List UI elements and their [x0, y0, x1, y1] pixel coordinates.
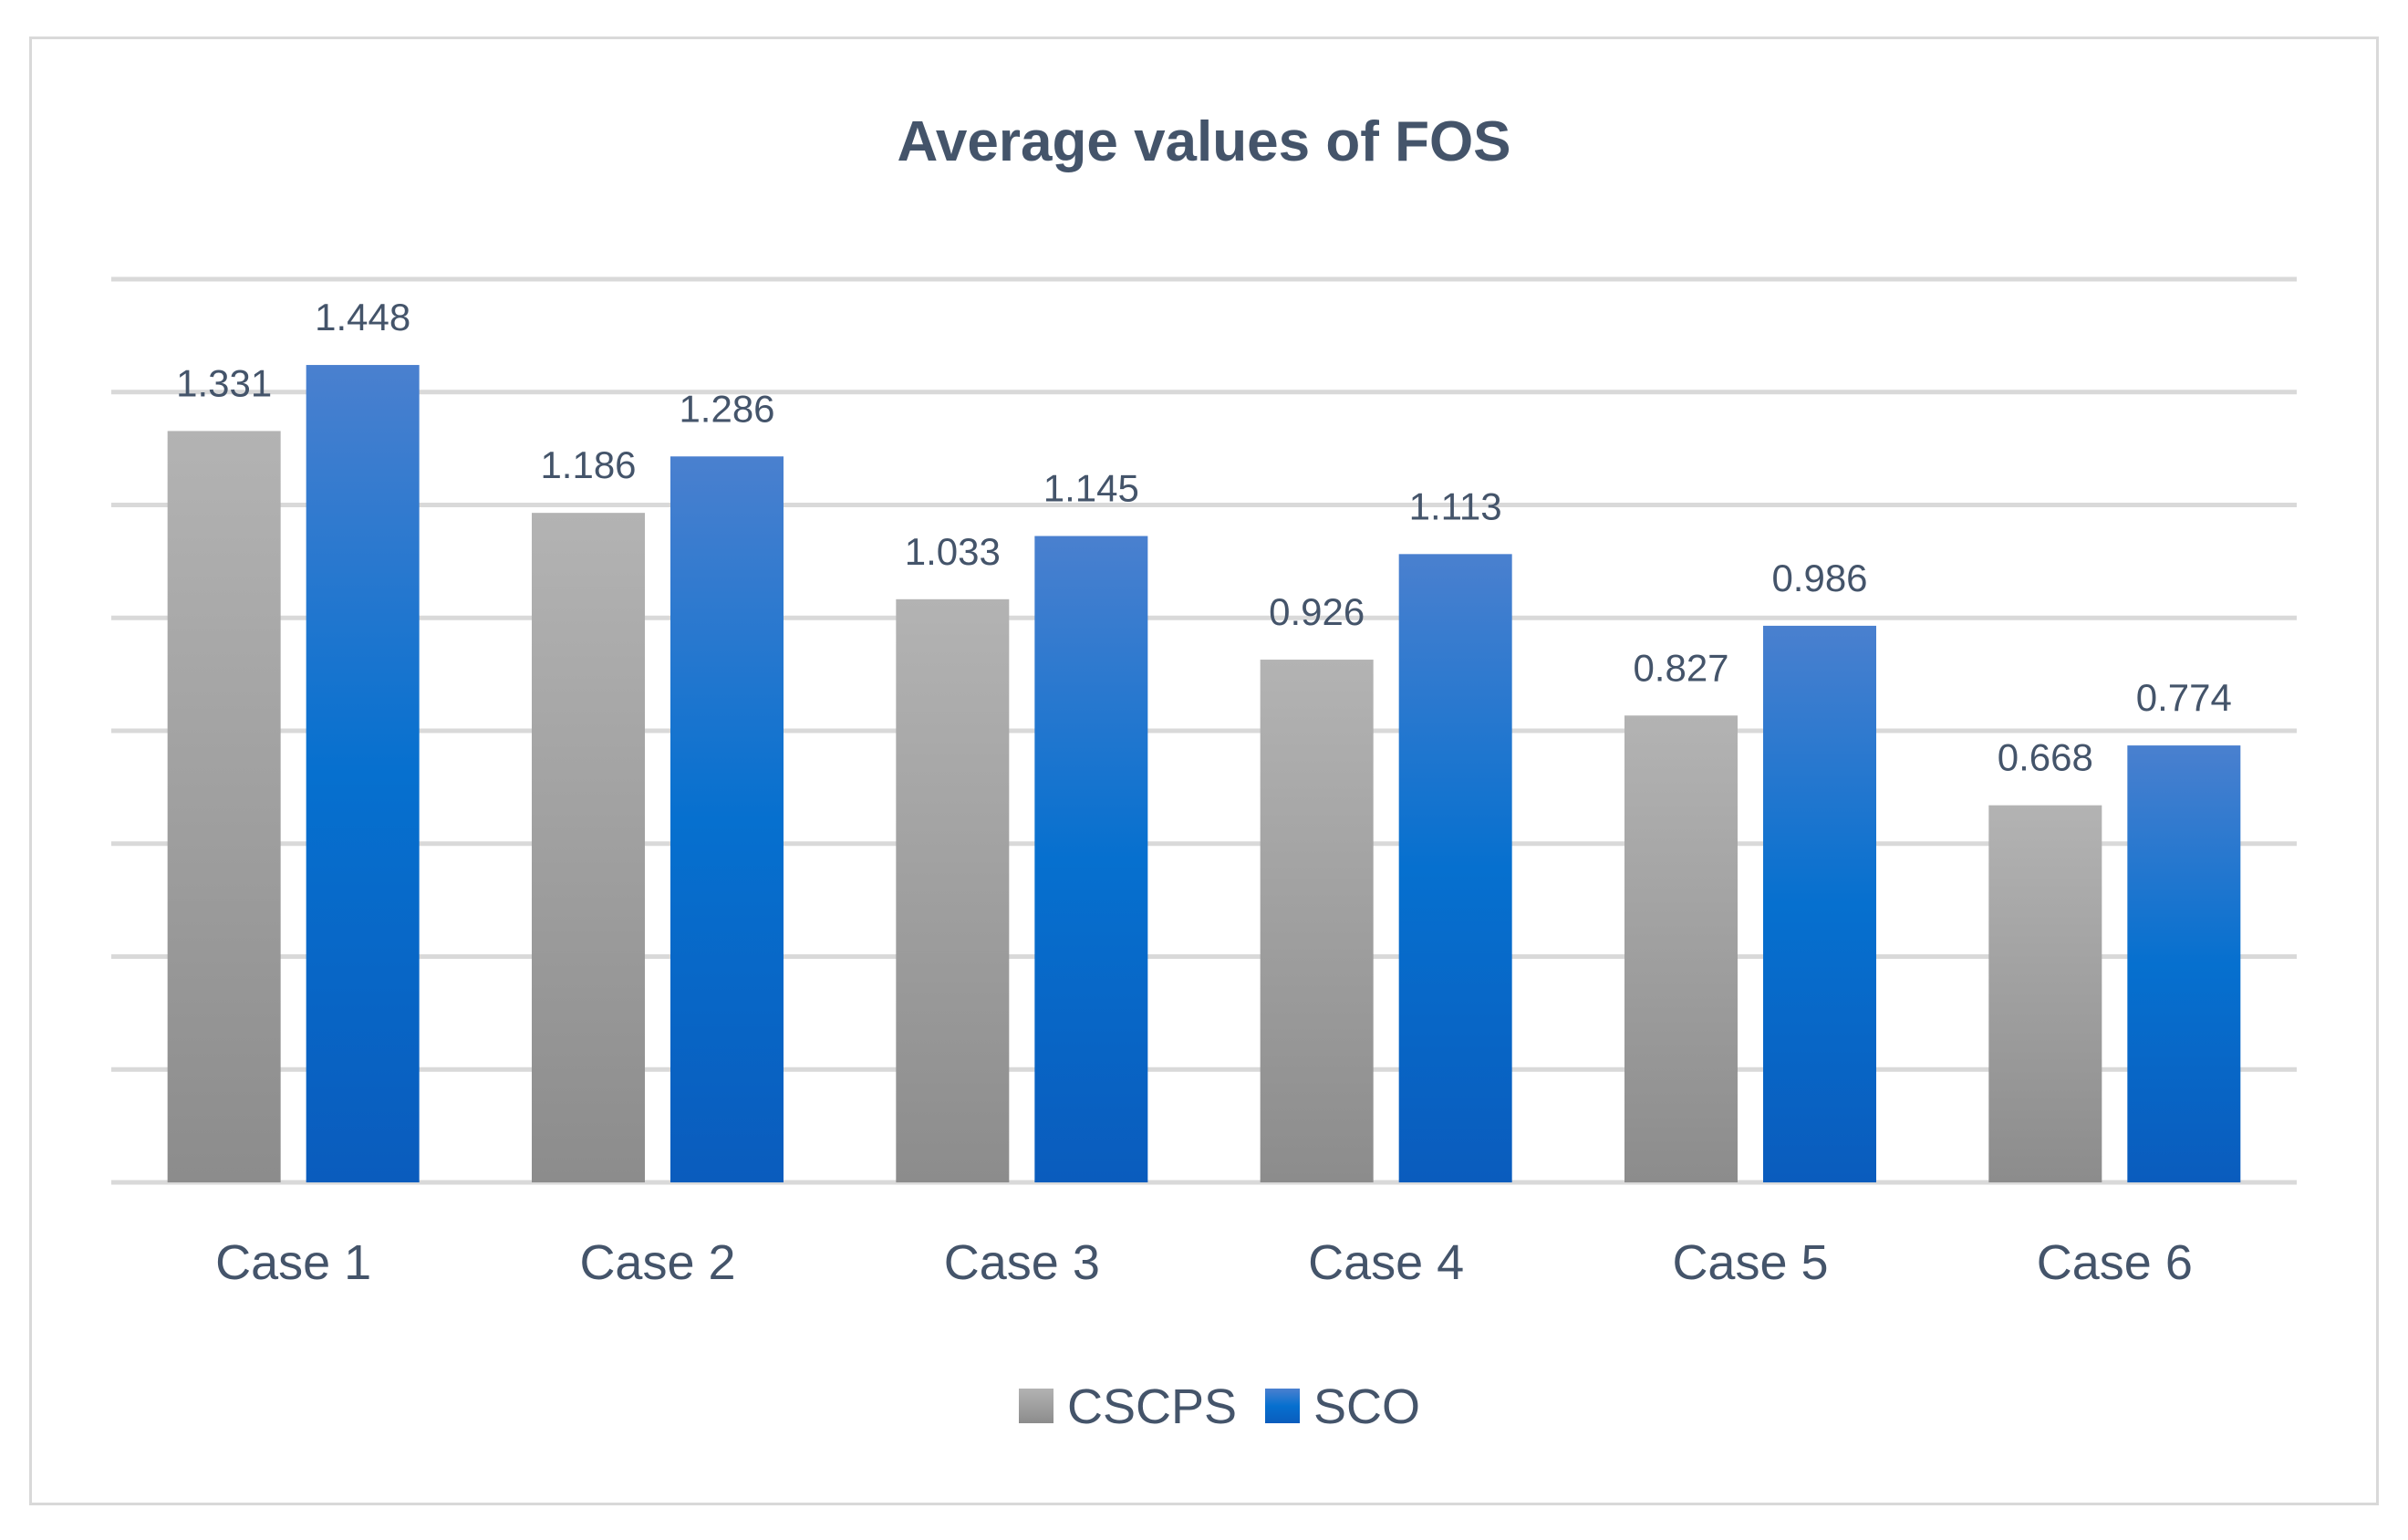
data-labels: 1.331 1.448 1.186 1.286 1.033 1.145 0.926 1.113…: [176, 296, 2232, 779]
data-label-sco-5: 0.986: [1771, 557, 1867, 599]
bar-sco-2: [670, 456, 784, 1183]
data-label-sco-3: 1.145: [1043, 467, 1139, 510]
data-label-cscps-1: 1.331: [176, 361, 272, 404]
bar-cscps-2: [532, 513, 645, 1182]
x-tick-label: Case 2: [579, 1235, 735, 1290]
bar-sco-5: [1763, 625, 1876, 1182]
bar-cscps-5: [1624, 715, 1738, 1182]
legend: CSCPS SCO: [1019, 1379, 1420, 1434]
legend-swatch-sco: [1265, 1389, 1300, 1423]
x-tick-label: Case 3: [944, 1235, 1100, 1290]
x-tick-label: Case 6: [2037, 1235, 2193, 1290]
bar-sco-1: [306, 365, 420, 1182]
bar-cscps-6: [1988, 805, 2102, 1182]
legend-label-cscps: CSCPS: [1067, 1379, 1237, 1434]
bar-cscps-3: [896, 598, 1010, 1182]
bar-sco-6: [2127, 745, 2241, 1182]
data-label-sco-1: 1.448: [315, 296, 410, 338]
x-tick-label: Case 4: [1308, 1235, 1464, 1290]
data-label-cscps-4: 0.926: [1269, 590, 1365, 633]
bars: [167, 365, 2241, 1183]
data-label-sco-2: 1.286: [679, 387, 774, 430]
legend-label-sco: SCO: [1313, 1379, 1420, 1434]
x-tick-labels: Case 1 Case 2 Case 3 Case 4 Case 5 Case 6: [215, 1235, 2193, 1290]
data-label-cscps-3: 1.033: [905, 530, 1001, 573]
bar-sco-4: [1398, 554, 1512, 1182]
data-label-sco-4: 1.113: [1409, 484, 1502, 527]
x-tick-label: Case 1: [215, 1235, 371, 1290]
data-label-sco-6: 0.774: [2136, 676, 2232, 719]
chart-title: Average values of FOS: [897, 110, 1510, 173]
gridlines: [111, 276, 2297, 1185]
bar-cscps-4: [1260, 660, 1374, 1182]
x-tick-label: Case 5: [1672, 1235, 1828, 1290]
data-label-cscps-2: 1.186: [540, 443, 636, 486]
legend-swatch-cscps: [1019, 1389, 1054, 1423]
data-label-cscps-5: 0.827: [1633, 646, 1728, 689]
bar-sco-3: [1034, 536, 1148, 1182]
bar-cscps-1: [167, 431, 281, 1183]
data-label-cscps-6: 0.668: [1998, 736, 2093, 779]
